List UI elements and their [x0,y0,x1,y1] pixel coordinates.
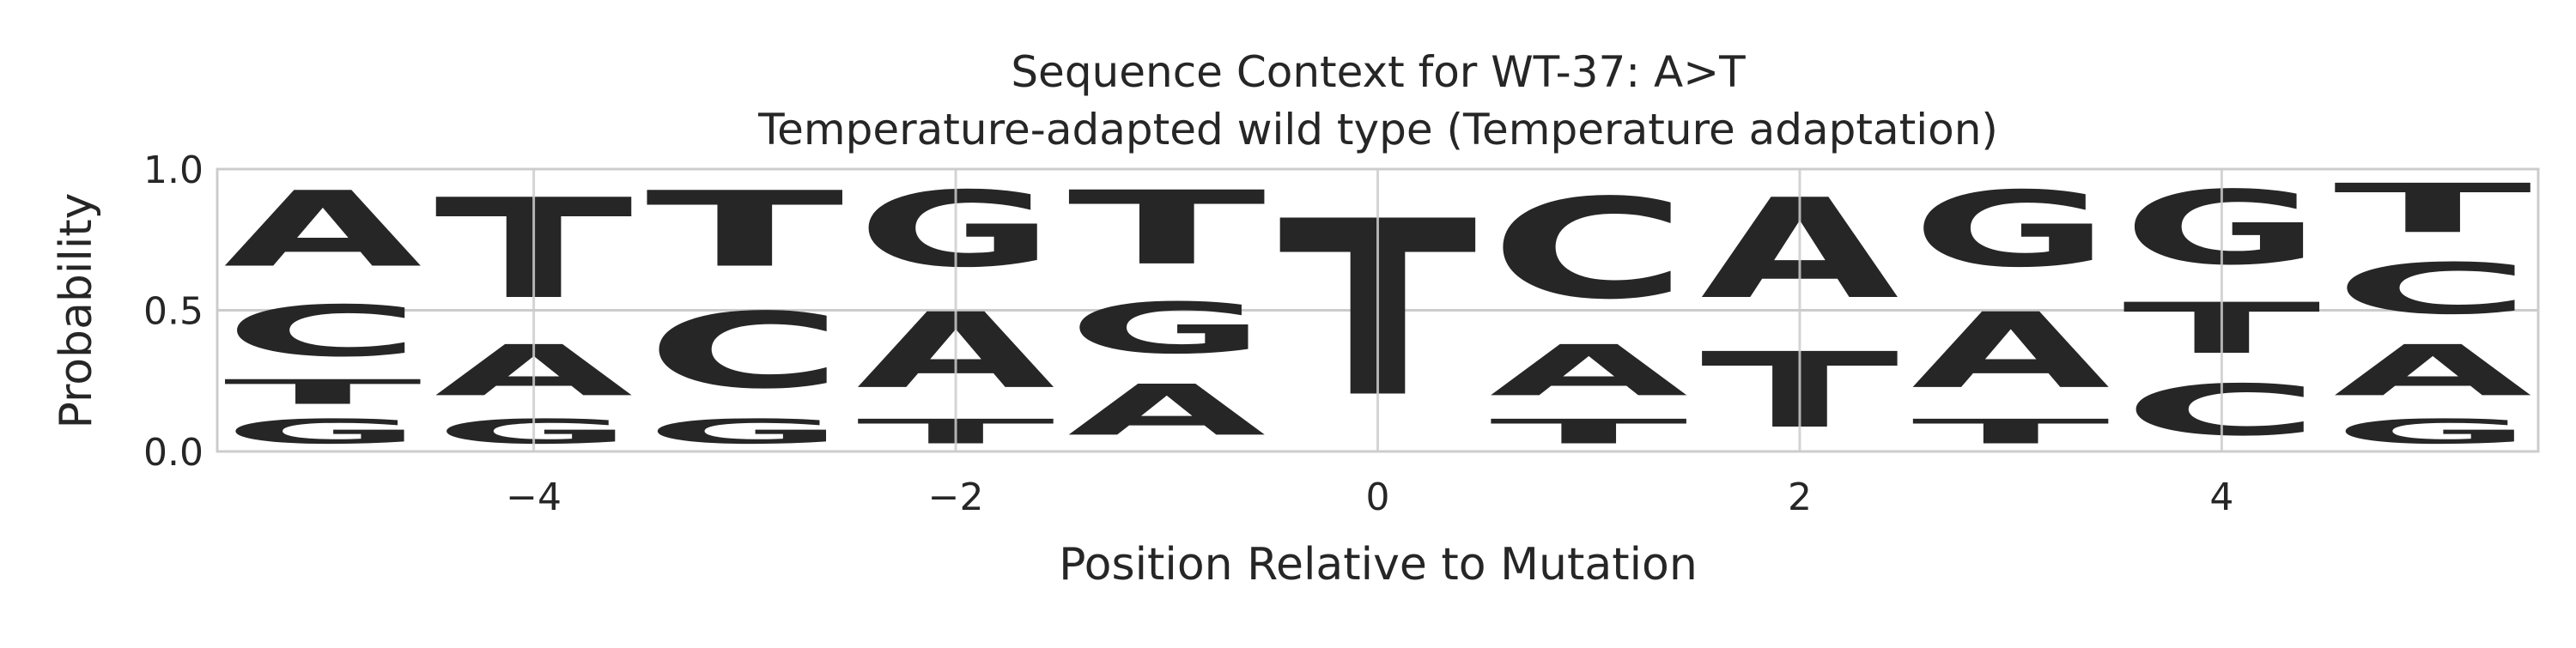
chart-subtitle: Temperature-adapted wild type (Temperatu… [757,105,1998,154]
logo-letter-pos1-A: A [1490,330,1688,412]
logo-letter-pos-3-T: T [646,169,844,290]
x-tick-label-0: −4 [506,475,562,519]
logo-letter-pos1-C: C [1490,169,1688,330]
logo-letter-pos5-T: T [2334,169,2532,248]
logo-letter-pos-3-G: G [646,412,844,451]
logo-letter-pos-3-C: C [646,291,844,411]
logo-letter-pos-1-A: A [1067,370,1266,451]
x-tick-labels: −4 −2 0 2 4 [506,475,2233,519]
x-axis-label: Position Relative to Mutation [1059,539,1698,590]
logo-letter-pos3-G: G [1911,170,2110,291]
y-tick-label-0: 0.0 [143,431,204,475]
y-axis-label: Probability [51,193,102,429]
x-tick-label-3: 2 [1788,475,1812,519]
logo-letter-pos5-G: G [2334,412,2532,451]
x-tick-label-2: 0 [1366,475,1390,519]
logo-letter-pos-5-A: A [223,169,422,290]
logo-letter-pos-5-C: C [223,291,422,372]
logo-letter-pos1-T: T [1490,412,1688,451]
y-tick-label-1: 0.5 [143,290,204,334]
logo-letter-pos-1-G: G [1067,288,1266,369]
logo-letter-pos5-C: C [2334,249,2532,330]
vertical-grid-lines [532,169,2223,451]
logo-letter-pos5-A: A [2334,330,2532,412]
logo-letter-pos-5-T: T [223,372,422,412]
chart-title: Sequence Context for WT-37: A>T [1011,47,1746,97]
logo-letter-pos3-A: A [1911,291,2110,412]
logo-letter-pos3-T: T [1911,412,2110,451]
y-tick-labels: 0.0 0.5 1.0 [143,148,204,475]
logo-letter-pos-5-G: G [223,412,422,451]
logo-letter-pos-1-T: T [1067,169,1266,287]
y-tick-label-2: 1.0 [143,148,204,192]
plot-frame [216,167,2540,453]
x-tick-label-4: 4 [2209,475,2233,519]
x-tick-label-1: −2 [928,475,984,519]
